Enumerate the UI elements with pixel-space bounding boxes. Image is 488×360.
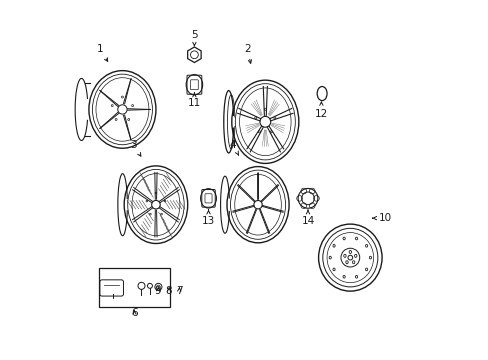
Ellipse shape [343, 255, 346, 257]
Ellipse shape [328, 256, 331, 259]
Text: 6: 6 [131, 309, 138, 318]
Text: 1: 1 [96, 44, 107, 61]
Bar [99, 268, 169, 307]
Ellipse shape [343, 237, 345, 240]
Text: 8: 8 [165, 286, 172, 296]
Ellipse shape [355, 237, 357, 240]
Ellipse shape [332, 244, 334, 247]
Text: 9: 9 [154, 286, 161, 296]
Ellipse shape [365, 268, 367, 271]
Ellipse shape [343, 275, 345, 278]
Text: 3: 3 [130, 140, 141, 156]
Text: 13: 13 [202, 210, 215, 226]
Text: 5: 5 [191, 30, 197, 46]
Ellipse shape [365, 244, 367, 247]
Ellipse shape [332, 268, 334, 271]
Ellipse shape [354, 255, 356, 257]
Text: 14: 14 [301, 210, 314, 226]
Ellipse shape [348, 251, 351, 253]
Ellipse shape [355, 275, 357, 278]
Text: 4: 4 [229, 140, 238, 155]
Ellipse shape [368, 256, 371, 259]
Text: 12: 12 [314, 102, 327, 119]
Text: 10: 10 [372, 213, 391, 223]
Text: 2: 2 [244, 44, 251, 63]
Ellipse shape [352, 261, 354, 264]
Text: 11: 11 [187, 93, 201, 108]
Text: 7: 7 [176, 286, 182, 296]
Ellipse shape [345, 261, 347, 264]
